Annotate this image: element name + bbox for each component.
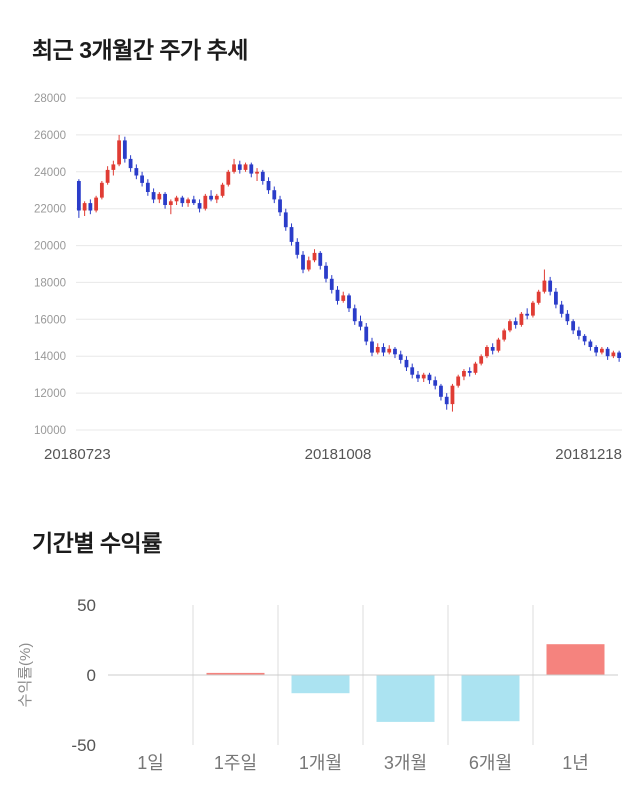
svg-text:24000: 24000 xyxy=(34,167,66,179)
svg-text:0: 0 xyxy=(87,666,96,685)
svg-text:20181218: 20181218 xyxy=(555,446,622,463)
price-candlestick-chart: 10000 12000 14000 16000 18000 20000 22000 24000… xyxy=(34,93,622,463)
svg-text:14000: 14000 xyxy=(34,351,66,363)
price-chart-title: 최근 3개월간 주가 추세 xyxy=(32,37,248,63)
svg-text:-50: -50 xyxy=(71,736,96,755)
svg-text:28000: 28000 xyxy=(34,93,66,105)
svg-text:22000: 22000 xyxy=(34,204,66,216)
svg-text:10000: 10000 xyxy=(34,425,66,437)
returns-chart-title: 기간별 수익률 xyxy=(32,530,162,556)
svg-text:16000: 16000 xyxy=(34,314,66,326)
returns-bar-chart: 50 0 -50 수익률(%) 1일 1주일 1개월 3개월 6개월 1년 xyxy=(17,596,618,773)
svg-text:20180723: 20180723 xyxy=(44,446,111,463)
svg-text:3개월: 3개월 xyxy=(384,753,427,773)
svg-text:20181008: 20181008 xyxy=(305,446,372,463)
svg-text:18000: 18000 xyxy=(34,277,66,289)
svg-text:1개월: 1개월 xyxy=(299,753,342,773)
svg-text:1일: 1일 xyxy=(137,753,164,773)
svg-text:12000: 12000 xyxy=(34,388,66,400)
svg-text:50: 50 xyxy=(77,596,96,615)
svg-text:1년: 1년 xyxy=(562,753,589,773)
svg-text:수익률(%): 수익률(%) xyxy=(17,643,34,708)
svg-text:26000: 26000 xyxy=(34,130,66,142)
svg-text:20000: 20000 xyxy=(34,241,66,253)
svg-text:6개월: 6개월 xyxy=(469,753,512,773)
svg-text:1주일: 1주일 xyxy=(214,753,257,773)
